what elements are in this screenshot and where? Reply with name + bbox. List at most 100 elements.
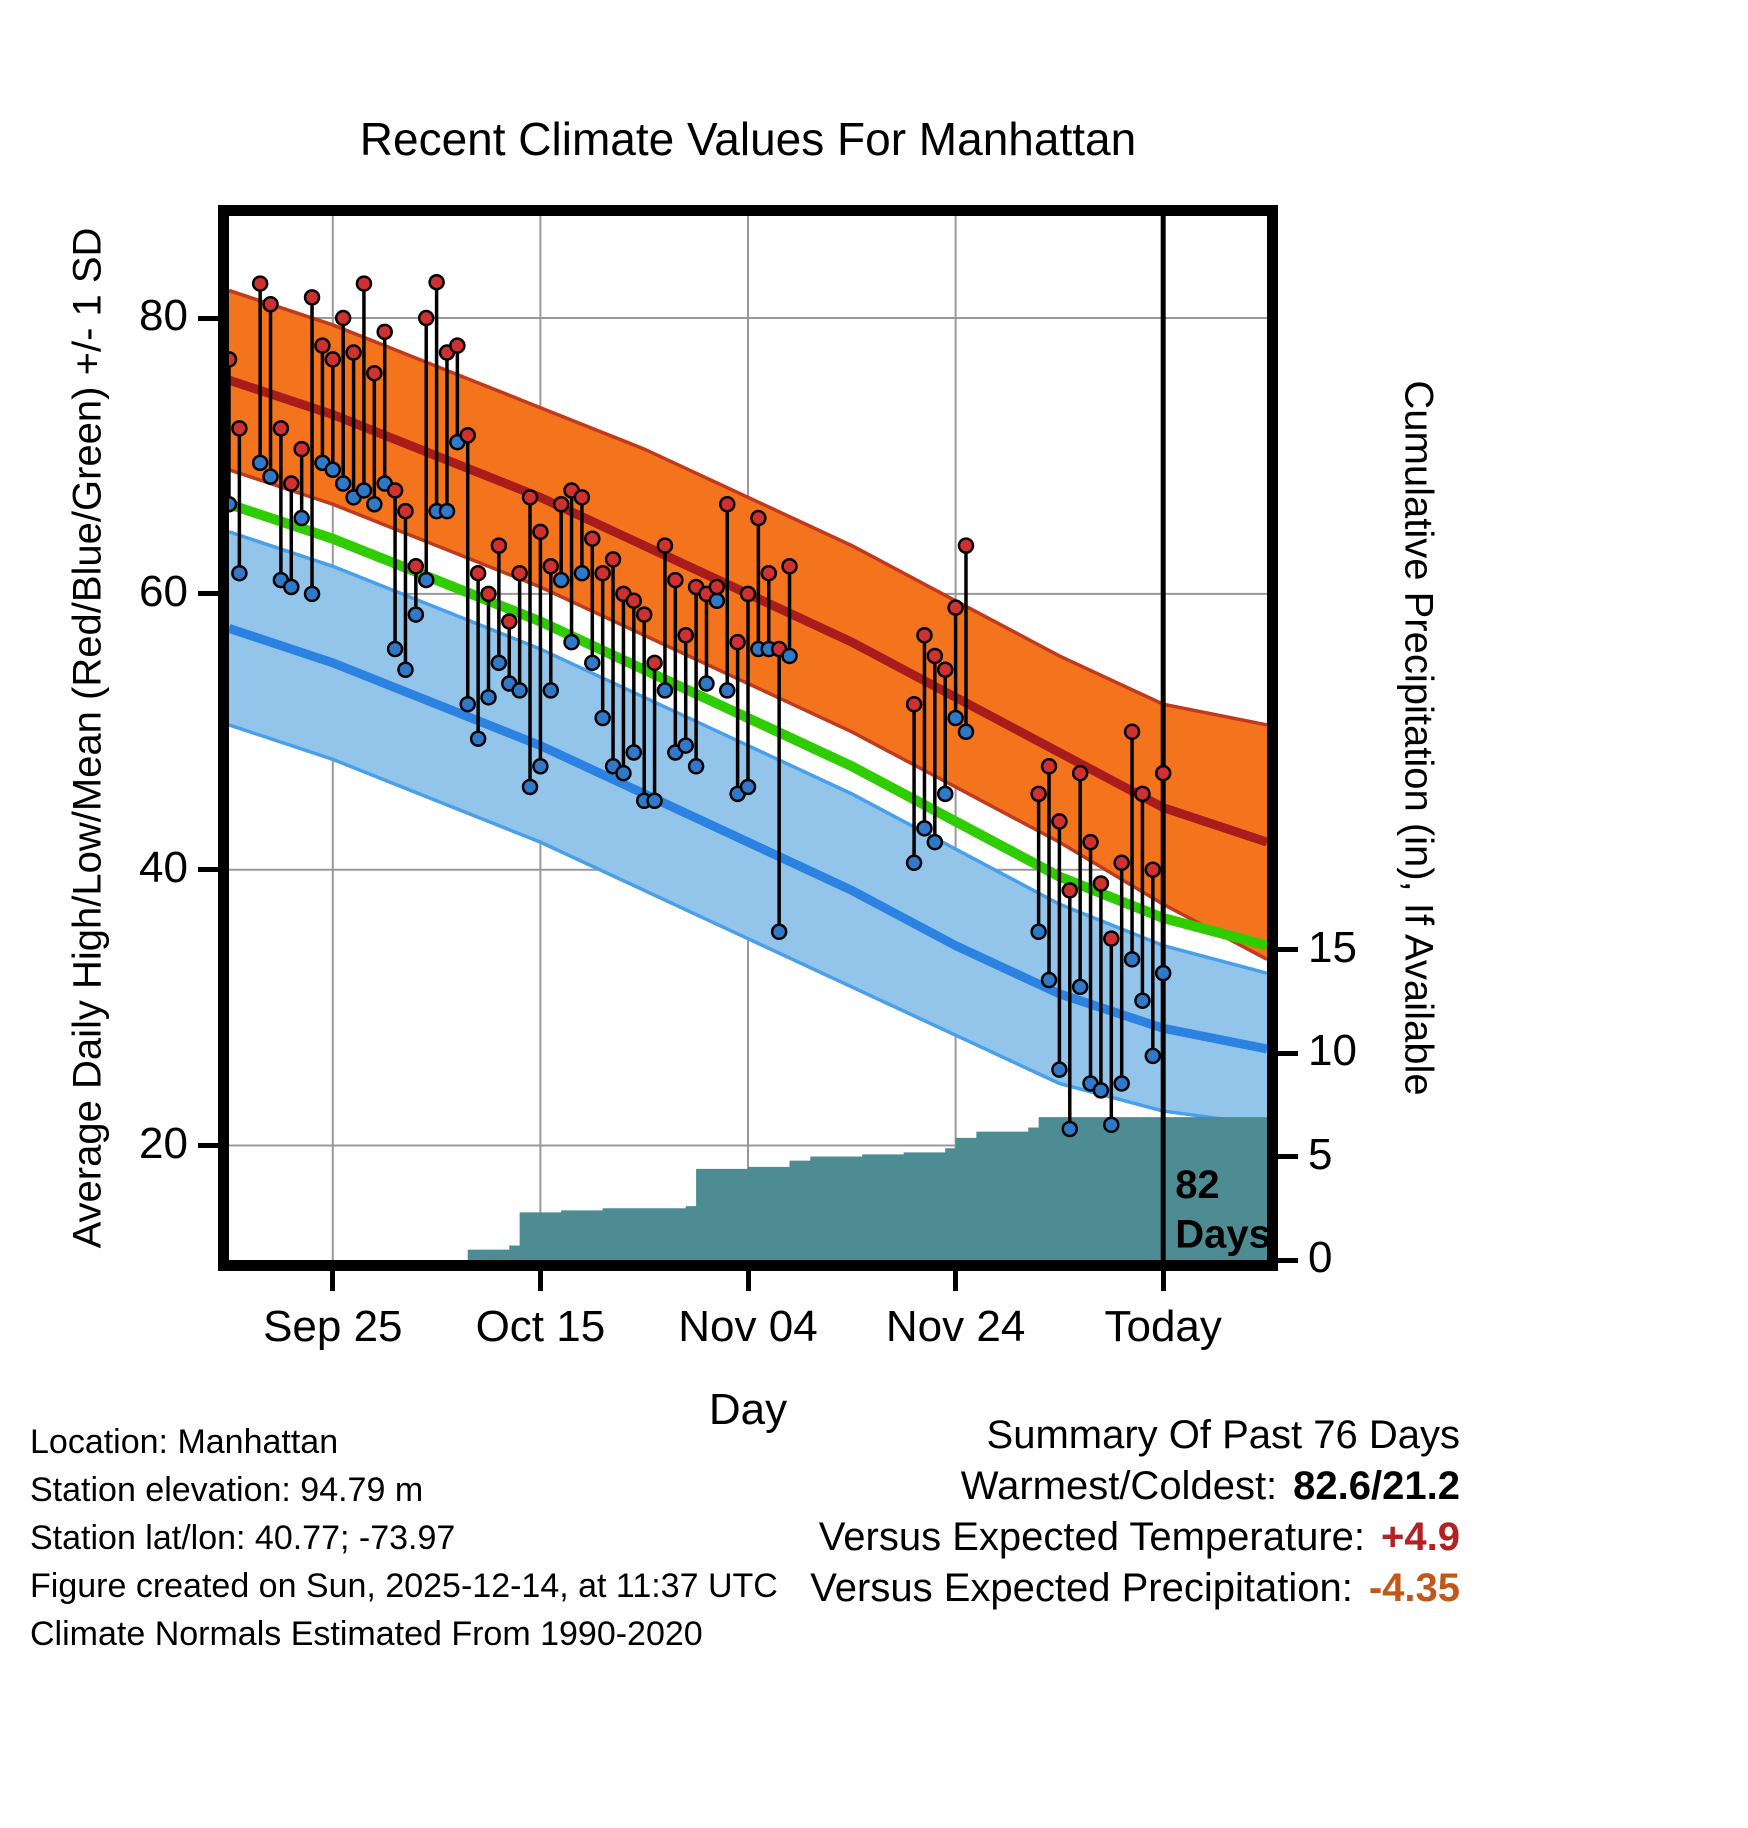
obs-high-dot: [417, 309, 435, 327]
summary-block: Summary Of Past 76 Days Warmest/Coldest:…: [810, 1410, 1460, 1614]
x-tick-label: Oct 15: [475, 1302, 606, 1351]
y-tick-label-left: 60: [139, 566, 188, 616]
y-tick-label-right: 5: [1308, 1129, 1333, 1179]
obs-low-dot: [324, 461, 342, 479]
y-axis-tick-left: [198, 867, 218, 873]
today-annotation-days-count: 82: [1175, 1163, 1220, 1207]
x-tick-label: Sep 25: [263, 1302, 403, 1351]
x-tick-label: Today: [1104, 1302, 1222, 1351]
obs-low-dot: [417, 571, 435, 589]
obs-high-dot: [957, 537, 975, 554]
summary-heading: Summary Of Past 76 Days: [986, 1413, 1460, 1457]
obs-high-dot: [490, 537, 508, 554]
obs-low-dot: [438, 502, 456, 520]
obs-low-dot: [1144, 1047, 1162, 1065]
obs-high-dot: [251, 275, 269, 292]
obs-high-dot: [1113, 854, 1130, 872]
obs-high-dot: [376, 323, 393, 341]
x-tick-label: Nov 24: [885, 1302, 1026, 1351]
obs-low-dot: [584, 654, 601, 672]
obs-high-dot: [905, 695, 923, 713]
x-axis-tick: [953, 1271, 959, 1291]
obs-low-dot: [947, 709, 964, 727]
obs-high-dot: [283, 475, 300, 492]
obs-low-dot: [677, 737, 694, 754]
normal-high-band-upper-edge: [229, 288, 1267, 727]
y-tick-label-right: 10: [1308, 1026, 1357, 1075]
obs-high-dot: [1071, 764, 1089, 782]
obs-low-dot: [334, 475, 352, 492]
summary-label: Warmest/Coldest:: [960, 1464, 1278, 1508]
obs-high-dot: [926, 647, 944, 665]
obs-low-dot: [386, 640, 404, 658]
obs-high-dot: [635, 606, 653, 623]
obs-high-dot: [625, 592, 643, 610]
metadata-normals: Climate Normals Estimated From 1990-2020: [30, 1615, 703, 1653]
y-tick-label-right: 15: [1308, 922, 1357, 972]
obs-low-dot: [293, 509, 310, 527]
obs-high-dot: [262, 296, 279, 313]
obs-high-dot: [1051, 813, 1068, 830]
obs-low-dot: [926, 833, 944, 851]
obs-low-dot: [646, 792, 663, 810]
obs-high-dot: [272, 420, 290, 437]
metadata-elevation: Station elevation: 94.79 m: [30, 1471, 424, 1509]
obs-high-dot: [916, 627, 933, 644]
obs-low-dot: [397, 661, 414, 678]
obs-high-dot: [355, 275, 373, 292]
plot-frame: 82 Days: [218, 205, 1278, 1271]
obs-high-dot: [667, 571, 684, 589]
summary-value: 82.6/21.2: [1293, 1464, 1460, 1508]
obs-low-dot: [231, 564, 248, 582]
obs-low-dot: [1154, 964, 1172, 982]
x-axis-tick: [537, 1271, 543, 1291]
obs-low-dot: [594, 709, 611, 727]
obs-high-dot: [1154, 764, 1172, 782]
y-tick-label-left: 20: [139, 1118, 188, 1168]
obs-high-dot: [739, 585, 757, 603]
obs-high-dot: [552, 495, 570, 513]
figure-metadata: Location: Manhattan Station elevation: 9…: [30, 1418, 778, 1658]
obs-low-dot: [1103, 1116, 1120, 1134]
summary-value: +4.9: [1381, 1515, 1460, 1559]
obs-high-dot: [397, 502, 414, 520]
summary-label: Versus Expected Precipitation:: [810, 1566, 1353, 1610]
obs-high-dot: [366, 364, 383, 382]
obs-high-dot: [1123, 723, 1141, 741]
obs-high-dot: [231, 420, 248, 437]
obs-low-dot: [1113, 1075, 1130, 1092]
obs-high-dot: [1103, 930, 1120, 947]
obs-low-dot: [916, 820, 933, 837]
obs-low-dot: [251, 454, 269, 472]
obs-high-dot: [1092, 875, 1110, 892]
y-axis-tick-right: [1278, 1154, 1298, 1159]
x-axis-tick: [745, 1271, 751, 1291]
obs-high-dot: [656, 537, 674, 554]
summary-row-vs-temperature: Versus Expected Temperature: +4.9: [810, 1512, 1460, 1563]
obs-low-dot: [521, 778, 539, 796]
y-axis-tick-right: [1278, 947, 1298, 952]
obs-low-dot: [490, 654, 508, 672]
y-axis-tick-left: [198, 1143, 218, 1149]
y-axis-label-right: Cumulative Precipitation (in), If Availa…: [1396, 380, 1441, 1096]
obs-low-dot: [573, 564, 591, 582]
obs-high-dot: [469, 564, 487, 582]
obs-high-dot: [521, 489, 539, 506]
obs-high-dot: [729, 633, 746, 651]
obs-low-dot: [687, 758, 705, 775]
obs-high-dot: [293, 440, 310, 458]
obs-low-dot: [552, 571, 570, 589]
obs-low-dot: [459, 695, 476, 713]
obs-high-dot: [760, 564, 778, 582]
obs-high-dot: [1040, 758, 1058, 775]
obs-low-dot: [905, 854, 923, 872]
summary-label: Versus Expected Temperature:: [818, 1515, 1366, 1559]
metadata-latlon: Station lat/lon: 40.77; -73.97: [30, 1519, 456, 1557]
obs-low-dot: [1092, 1082, 1110, 1099]
obs-high-dot: [1144, 861, 1162, 878]
metadata-location: Location: Manhattan: [30, 1423, 339, 1461]
obs-low-dot: [625, 744, 643, 761]
obs-high-dot: [324, 351, 342, 368]
obs-low-dot: [283, 578, 300, 596]
